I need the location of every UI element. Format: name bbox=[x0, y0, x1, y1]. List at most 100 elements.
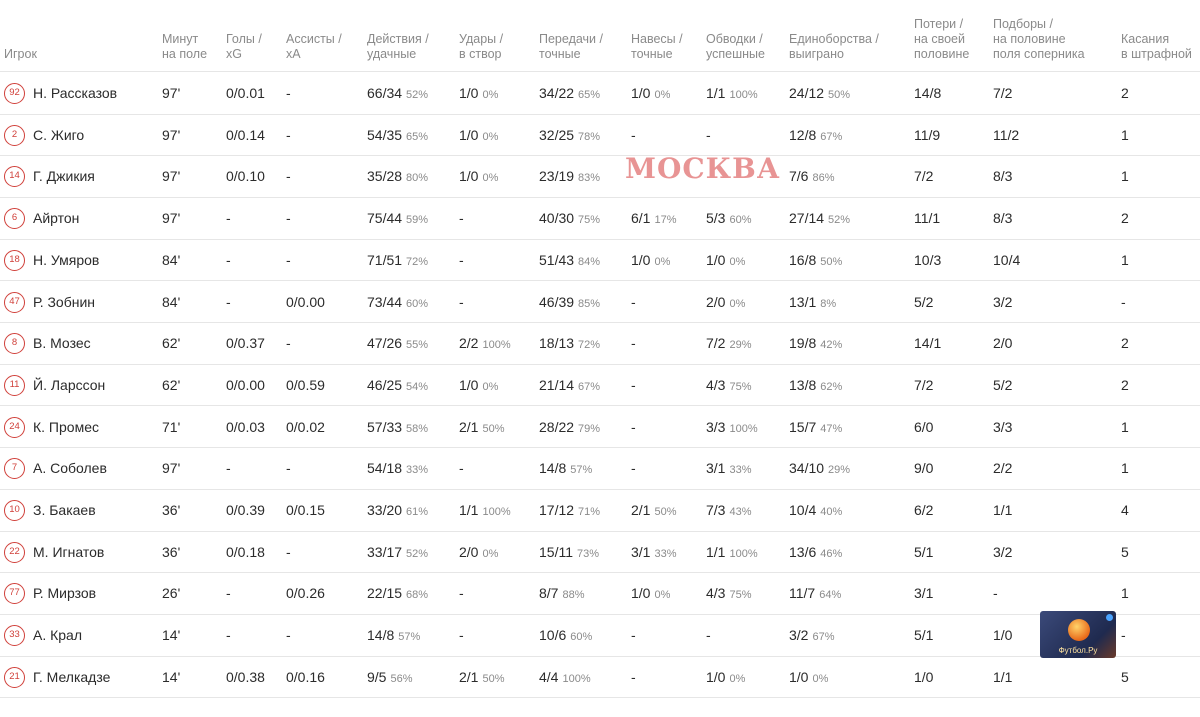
cell-loss: 3/1 bbox=[914, 573, 933, 615]
player-name[interactable]: Г. Джикия bbox=[33, 168, 95, 185]
cell-act-percent: 60% bbox=[406, 297, 429, 310]
table-row[interactable]: 7 А. Соболев 97' - -54/18 33% -14/8 57% -3/1 33% 3… bbox=[0, 448, 1200, 490]
cell-cross-percent: 33% bbox=[654, 547, 677, 560]
cell-goals-value: 0/0.03 bbox=[226, 418, 265, 435]
cell-shots-percent: 0% bbox=[482, 89, 499, 101]
cell-drib-value: 1/0 bbox=[706, 668, 726, 685]
table-row[interactable]: 8 В. Мозес 62' 0/0.37-47/26 55% 2/2 100% 18/13 7… bbox=[0, 323, 1200, 365]
cell-shots-value: - bbox=[459, 210, 464, 227]
cell-act-percent: 61% bbox=[406, 506, 429, 518]
cell-ast-value: - bbox=[286, 126, 291, 143]
player-name[interactable]: М. Игнатов bbox=[33, 543, 105, 560]
cell-cross: - bbox=[631, 365, 640, 407]
cell-pass: 4/4 100% bbox=[539, 657, 591, 699]
player-name[interactable]: Р. Зобнин bbox=[33, 293, 96, 310]
table-row[interactable]: 2 С. Жиго 97' 0/0.14 - 54/35 65% 1/0 0% 32/25 78% -… bbox=[0, 115, 1200, 157]
cell-rec-value: 3/2 bbox=[993, 543, 1013, 560]
player-name[interactable]: К. Промес bbox=[33, 418, 99, 435]
cell-duel-percent: 67% bbox=[812, 631, 835, 644]
player-name[interactable]: Й. Ларссон bbox=[33, 376, 106, 393]
cell-pass-percent: 100% bbox=[562, 672, 591, 685]
cell-loss-value: 14/8 bbox=[914, 85, 942, 101]
cell-shots: 1/0 0% bbox=[459, 365, 498, 407]
table-row[interactable]: 92 Н. Рассказов 97' 0/0.01-66/34 52% 1/0 0% 34/… bbox=[0, 73, 1200, 115]
cell-act-percent: 55% bbox=[406, 339, 429, 352]
player-number-badge: 11 bbox=[4, 374, 25, 396]
cell-rec-value: 8/3 bbox=[993, 210, 1013, 227]
table-row[interactable]: 14 Г. Джикия 97' 0/0.10-35/28 80% 1/0 0% 23/19 8… bbox=[0, 156, 1200, 198]
cell-drib-percent: 0% bbox=[729, 672, 746, 685]
cell-act-value: 57/33 bbox=[367, 418, 403, 435]
cell-goals-value: - bbox=[226, 293, 231, 310]
cell-cross: - bbox=[631, 615, 640, 657]
cell-rec: - bbox=[993, 573, 998, 615]
table-row[interactable]: 21 Г. Мелкадзе 14' 0/0.38 0/0.16 9/5 56% 2/1 50%… bbox=[0, 657, 1200, 699]
cell-cross-value: 3/1 bbox=[631, 543, 651, 560]
cell-cross: - bbox=[631, 115, 640, 157]
player-name[interactable]: А. Крал bbox=[33, 627, 83, 644]
player-name[interactable]: А. Соболев bbox=[33, 460, 107, 477]
cell-cross: - bbox=[631, 407, 640, 449]
cell-ast-value: 0/0.02 bbox=[286, 418, 325, 435]
cell-pass-value: 4/4 bbox=[539, 668, 559, 685]
header-col-2-line2: xG bbox=[226, 47, 242, 61]
cell-rec: 3/3 bbox=[993, 407, 1012, 449]
table-row[interactable]: 24 К. Промес 71' 0/0.03 0/0.02 57/33 58% 2/1 50%… bbox=[0, 407, 1200, 449]
table-row[interactable]: 6 Айртон 97' - - 75/44 59% - 40/30 75% 6/1 17% 5/3 60… bbox=[0, 198, 1200, 240]
player-name[interactable]: В. Мозес bbox=[33, 335, 91, 352]
header-col-3-line2: xA bbox=[286, 47, 301, 61]
cell-shots-percent: 0% bbox=[482, 547, 499, 560]
header-col-9-line2: выиграно bbox=[789, 47, 844, 61]
player-name[interactable]: С. Жиго bbox=[33, 126, 85, 143]
header-col-8-line1: Обводки / bbox=[706, 32, 763, 46]
cell-drib: 4/3 75% bbox=[706, 365, 752, 407]
cell-pass-percent: 88% bbox=[562, 589, 585, 602]
cell-duel: 13/8 62% bbox=[789, 365, 842, 407]
cell-cross: - bbox=[631, 282, 640, 324]
cell-shots-value: 1/0 bbox=[459, 85, 479, 101]
cell-duel: 16/8 50% bbox=[789, 240, 842, 282]
cell-pass-percent: 72% bbox=[578, 339, 601, 352]
cell-pass-value: 40/30 bbox=[539, 210, 575, 227]
cell-loss-value: 3/1 bbox=[914, 585, 934, 602]
table-row[interactable]: 33 А. Крал 14' - - 14/8 57% - 10/6 60% - - 3/2 67% 5/1… bbox=[0, 615, 1200, 657]
cell-rec-value: 10/4 bbox=[993, 251, 1021, 268]
table-row[interactable]: 11 Й. Ларссон 62' 0/0.00 0/0.59 46/25 54% 1/0 0%… bbox=[0, 365, 1200, 407]
cell-duel-value: 10/4 bbox=[789, 502, 817, 518]
cell-touch: 2 bbox=[1121, 73, 1129, 115]
cell-rec-value: 2/0 bbox=[993, 335, 1013, 352]
table-row[interactable]: 47 Р. Зобнин 84' - 0/0.00 73/44 60% - 46/39 85% - 2… bbox=[0, 282, 1200, 324]
cell-pass-value: 15/11 bbox=[539, 543, 573, 560]
player-number-badge: 47 bbox=[4, 291, 25, 313]
cell-ast-value: - bbox=[286, 85, 291, 101]
cell-cross-value: - bbox=[631, 627, 636, 644]
player-name[interactable]: Г. Мелкадзе bbox=[33, 668, 111, 685]
header-col-11-line2: поля соперника bbox=[993, 47, 1085, 61]
cell-loss: 7/2 bbox=[914, 156, 933, 198]
cell-act-value: 46/25 bbox=[367, 376, 403, 393]
table-row[interactable]: 22 М. Игнатов 36' 0/0.18 - 33/17 52% 2/0 0% 15/11… bbox=[0, 532, 1200, 574]
player-name[interactable]: Н. Умяров bbox=[33, 251, 100, 268]
table-row[interactable]: 10 З. Бакаев 36' 0/0.39 0/0.15 33/20 61% 1/1 100… bbox=[0, 490, 1200, 532]
cell-pass-value: 23/19 bbox=[539, 168, 575, 185]
table-row[interactable]: 18 Н. Умяров 84' - -71/51 72% -51/43 84% 1/0 0% 1/… bbox=[0, 240, 1200, 282]
cell-ast-value: - bbox=[286, 627, 291, 644]
cell-act-percent: 59% bbox=[406, 214, 429, 227]
cell-loss-value: 14/1 bbox=[914, 335, 942, 352]
cell-duel-percent: 52% bbox=[828, 214, 851, 227]
player-name[interactable]: Р. Мирзов bbox=[33, 585, 97, 602]
cell-cross: 1/0 0% bbox=[631, 573, 670, 615]
cell-rec-value: 5/2 bbox=[993, 376, 1013, 393]
cell-act-percent: 54% bbox=[406, 380, 429, 393]
player-name[interactable]: Н. Рассказов bbox=[33, 85, 118, 101]
cell-touch-value: - bbox=[1121, 627, 1126, 644]
cell-duel-value: 12/8 bbox=[789, 126, 817, 143]
player-number-badge: 92 bbox=[4, 83, 25, 104]
cell-touch-value: 2 bbox=[1121, 210, 1129, 227]
cell-shots-value: - bbox=[459, 627, 464, 644]
player-name[interactable]: Айртон bbox=[33, 210, 80, 227]
player-name[interactable]: З. Бакаев bbox=[33, 502, 96, 518]
table-row[interactable]: 77 Р. Мирзов 26' - 0/0.26 22/15 68% - 8/7 88% 1/0 0… bbox=[0, 573, 1200, 615]
cell-goals: - bbox=[226, 282, 231, 324]
cell-touch-value: 1 bbox=[1121, 418, 1129, 435]
